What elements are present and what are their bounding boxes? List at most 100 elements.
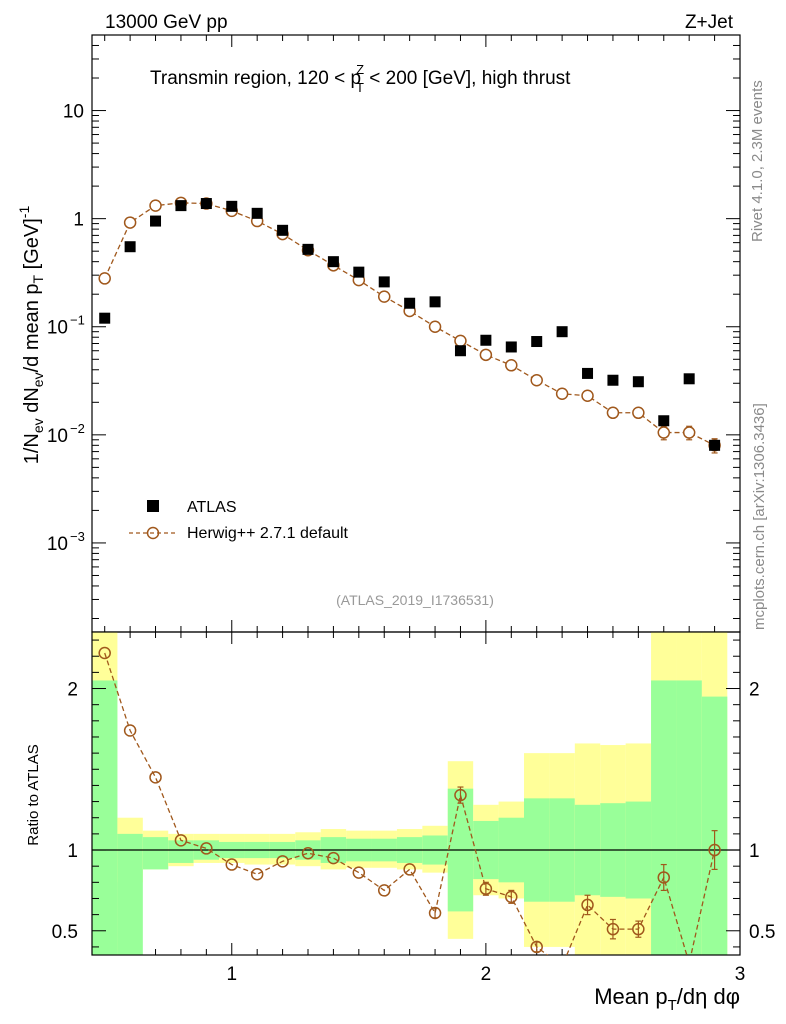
ratio-point <box>98 646 111 660</box>
data-point <box>480 334 492 346</box>
band-inner-bin <box>676 680 702 955</box>
data-point <box>327 256 339 268</box>
data-point <box>632 376 644 388</box>
y-tick-label: 10 <box>47 318 68 339</box>
data-point <box>658 415 670 427</box>
y-tick-exponent: −2 <box>70 421 85 436</box>
ratio-y-tick-label-left: 2 <box>67 680 78 701</box>
mc-point <box>123 216 137 229</box>
legend: ATLAS Herwig++ 2.7.1 default <box>129 499 349 542</box>
ratio-point <box>606 922 620 936</box>
rivet-label: Rivet 4.1.0, 2.3M events <box>749 80 766 242</box>
mc-point <box>682 426 696 439</box>
band-inner-bin <box>168 840 194 863</box>
legend-data-marker <box>147 500 159 512</box>
legend-data-label: ATLAS <box>187 499 237 516</box>
mc-point <box>555 387 569 400</box>
ratio-panel: 1 2 30.5 0.51 12 2 <box>52 631 775 985</box>
mc-point <box>505 359 518 372</box>
mcplots-label: mcplots.cern.ch [arXiv:1306.3436] <box>751 403 768 630</box>
mc-point <box>454 334 467 348</box>
data-point <box>607 374 619 386</box>
mc-point <box>581 389 594 402</box>
plot-title-sup: Z <box>356 62 364 77</box>
band-inner-bin <box>142 837 169 870</box>
ratio-point <box>657 871 671 884</box>
ratio-point <box>174 834 188 847</box>
mc-point <box>428 320 442 333</box>
data-point <box>226 200 238 212</box>
ratio-point <box>454 788 467 802</box>
data-point <box>200 198 212 210</box>
data-point <box>99 312 111 324</box>
mc-series-line <box>104 202 715 446</box>
x-tick-label: 3 <box>735 964 746 985</box>
mc-point <box>479 348 493 362</box>
ratio-point <box>428 906 442 920</box>
ratio-point <box>505 890 518 904</box>
ratio-point <box>632 922 645 936</box>
data-point <box>124 241 136 253</box>
y-tick-exponent: −1 <box>70 313 85 328</box>
ratio-point <box>530 940 543 954</box>
ratio-point <box>301 847 315 860</box>
mc-point <box>530 373 543 387</box>
main-y-axis-title: 1/Nev dNev/d mean pT [GeV]-1 <box>16 206 46 465</box>
legend-mc-label: Herwig++ 2.7.1 default <box>187 525 349 542</box>
mc-point <box>98 272 111 285</box>
ratio-point <box>708 843 721 857</box>
y-tick-label: 10 <box>47 426 68 447</box>
ratio-point <box>377 884 391 897</box>
data-point <box>302 243 314 255</box>
data-point <box>709 439 721 451</box>
band-inner-bin <box>117 833 143 955</box>
process-label: Z+Jet <box>685 12 734 33</box>
ratio-point <box>225 858 239 871</box>
y-tick-label: 1 <box>73 210 84 231</box>
data-point <box>454 345 466 357</box>
ratio-point <box>327 851 340 865</box>
collision-label: 13000 GeV pp <box>105 12 228 33</box>
plot-title-main: Transmin region, 120 < p <box>150 68 361 89</box>
plot-title: Transmin region, 120 < pZ T < 200 [GeV], … <box>150 62 571 95</box>
data-point <box>683 373 695 385</box>
x-axis-title: Mean pT/dη dφ <box>594 984 740 1014</box>
ratio-point <box>403 863 416 876</box>
data-point <box>353 266 365 278</box>
x-tick-label: 1 <box>226 964 237 985</box>
plot-title-tail: < 200 [GeV], high thrust <box>364 68 571 89</box>
ratio-frame <box>91 631 741 956</box>
ratio-point <box>479 882 493 896</box>
ratio-y-tick-label-right: 1 <box>749 841 760 862</box>
data-point <box>582 367 594 379</box>
ratio-point <box>149 771 162 784</box>
plot-title-sub: T <box>356 80 364 95</box>
data-point <box>251 207 263 219</box>
y-tick-exponent: −3 <box>70 529 85 544</box>
mc-point <box>377 290 391 303</box>
mc-point <box>149 199 162 212</box>
data-point <box>404 297 416 309</box>
data-point <box>429 296 441 308</box>
ratio-y-axis-title: Ratio to ATLAS <box>25 744 42 845</box>
legend-mc-marker <box>146 526 160 540</box>
data-point <box>531 336 543 348</box>
ratio-point <box>276 855 289 868</box>
mc-point <box>606 406 620 420</box>
ratio-point <box>123 724 137 737</box>
ratio-point <box>581 898 594 912</box>
band-inner-bin <box>701 696 728 955</box>
mc-point <box>657 426 671 439</box>
ratio-y-tick-label-left: 0.5 <box>52 922 78 943</box>
x-tick-label: 2 <box>481 964 492 985</box>
ratio-point <box>250 868 264 881</box>
data-point <box>556 326 568 338</box>
data-point <box>378 276 390 288</box>
band-inner-bin <box>651 680 677 955</box>
main-frame <box>91 34 741 633</box>
ratio-y-tick-label-left: 1 <box>67 841 78 862</box>
data-point <box>150 215 162 227</box>
y-tick-label: 10 <box>63 102 84 123</box>
